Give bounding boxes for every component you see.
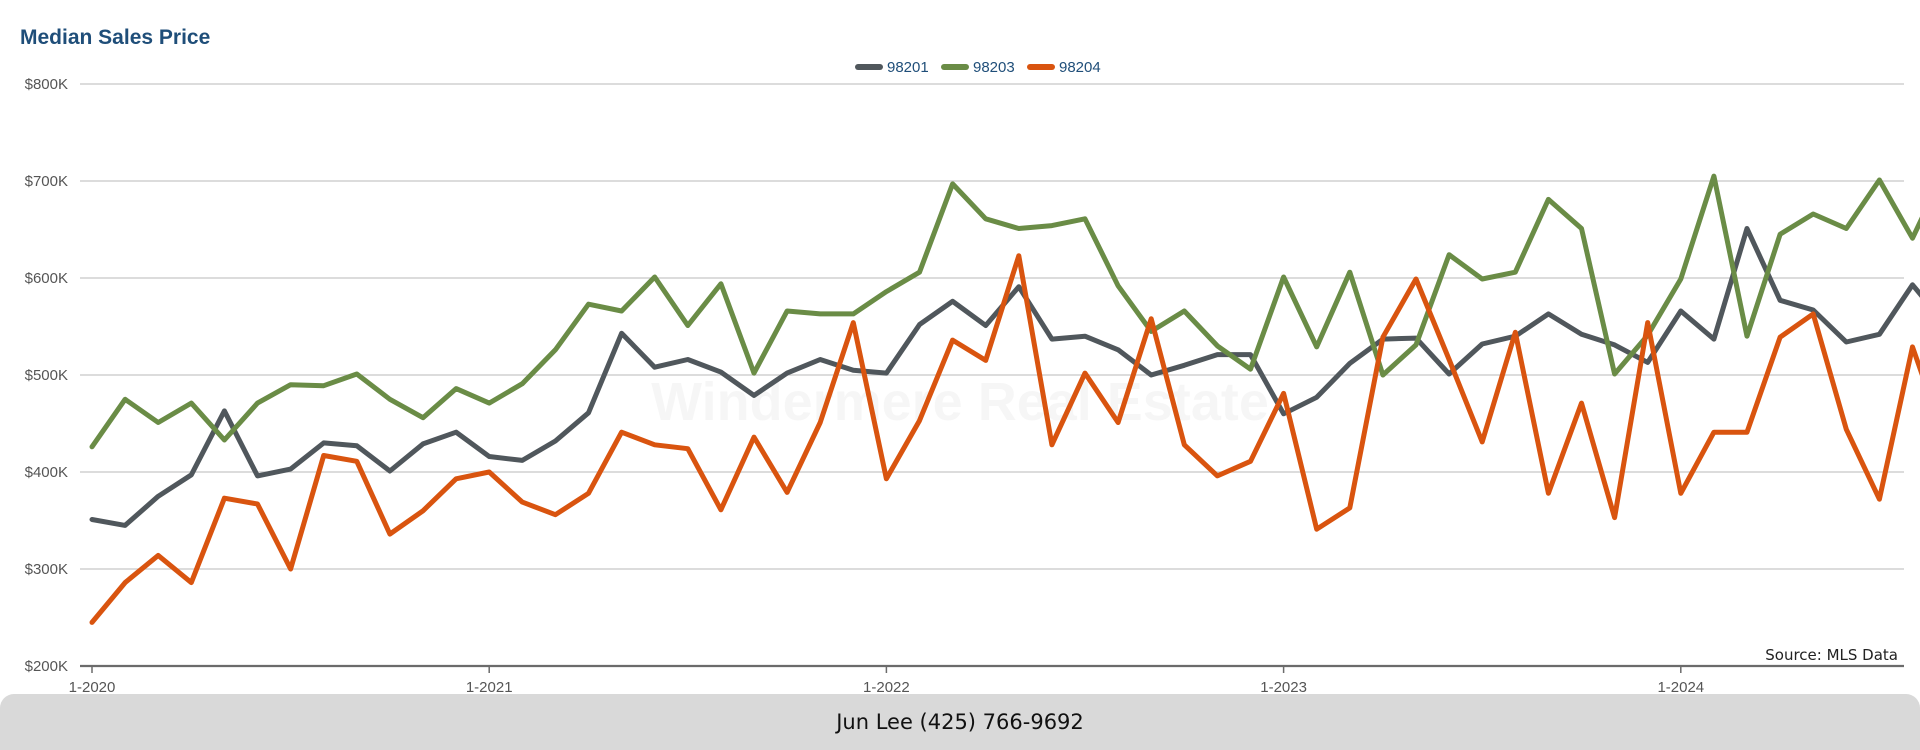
source-note: Source: MLS Data	[1765, 646, 1898, 664]
y-axis: $200K $300K $400K $500K $600K $700K $800K	[25, 76, 68, 675]
series-line-98204	[89, 253, 1920, 625]
x-tick-label: 1-2022	[863, 679, 910, 696]
y-tick-label: $700K	[25, 173, 68, 190]
x-tick-label: 1-2024	[1657, 679, 1704, 696]
legend-label-98201: 98201	[887, 59, 929, 76]
series-lines	[89, 173, 1920, 625]
y-tick-label: $400K	[25, 464, 68, 481]
grid-lines	[80, 83, 1904, 570]
legend-label-98203: 98203	[973, 59, 1015, 76]
y-tick-label: $200K	[25, 658, 68, 675]
legend: 98201 98203 98204	[855, 59, 1101, 76]
x-tick-label: 1-2020	[69, 679, 116, 696]
y-tick-label: $500K	[25, 367, 68, 384]
footer-bar: Jun Lee (425) 766-9692	[0, 694, 1920, 750]
x-tick-label: 1-2021	[466, 679, 513, 696]
legend-label-98204: 98204	[1059, 59, 1101, 76]
x-tick-label: 1-2023	[1260, 679, 1307, 696]
series-line-98201	[89, 226, 1920, 528]
series-line-98203	[89, 173, 1920, 450]
footer-contact: Jun Lee (425) 766-9692	[836, 710, 1084, 734]
chart-title: Median Sales Price	[20, 26, 211, 49]
y-tick-label: $800K	[25, 76, 68, 93]
y-tick-label: $300K	[25, 561, 68, 578]
y-tick-label: $600K	[25, 270, 68, 287]
